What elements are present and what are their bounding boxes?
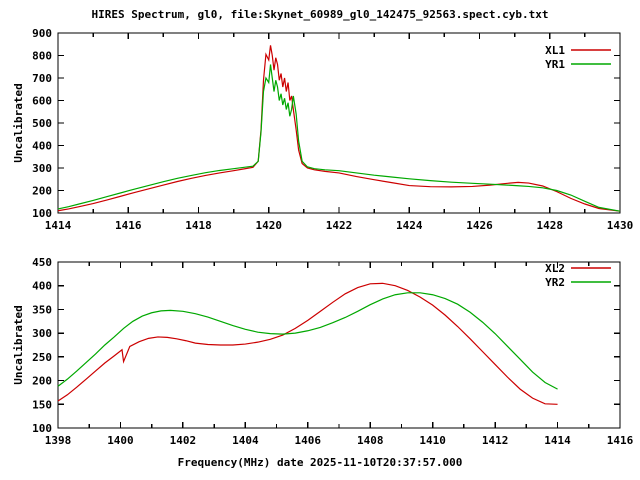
y-tick-label: 200 (32, 375, 52, 388)
y-tick-label: 400 (32, 280, 52, 293)
series-line-yr1 (57, 64, 621, 212)
x-tick-label: 1430 (607, 219, 634, 232)
plot-frame (57, 261, 621, 429)
x-tick-label: 1422 (326, 219, 353, 232)
y-axis-label: Uncalibrated (12, 83, 25, 162)
x-axis-label: Frequency(MHz) date 2025-11-10T20:37:57.… (177, 456, 463, 469)
y-tick-label: 350 (32, 303, 52, 316)
y-tick-label: 250 (32, 351, 52, 364)
x-tick-label: 1398 (45, 434, 72, 447)
y-axis-label: Uncalibrated (12, 305, 25, 384)
y-tick-label: 200 (32, 185, 52, 198)
x-tick-label: 1416 (115, 219, 142, 232)
y-tick-label: 400 (32, 140, 52, 153)
x-tick-label: 1426 (466, 219, 493, 232)
y-tick-label: 100 (32, 422, 52, 435)
legend-label-yr1: YR1 (545, 58, 565, 71)
series-line-yr2 (57, 292, 558, 390)
legend-label-xl2: XL2 (545, 262, 565, 275)
y-tick-label: 700 (32, 72, 52, 85)
legend-label-yr2: YR2 (545, 276, 565, 289)
x-tick-label: 1412 (482, 434, 509, 447)
plot-frame (57, 32, 621, 214)
x-tick-label: 1408 (357, 434, 384, 447)
x-tick-label: 1402 (170, 434, 197, 447)
series-line-xl2 (57, 282, 558, 405)
x-tick-label: 1414 (45, 219, 72, 232)
page-title: HIRES Spectrum, gl0, file:Skynet_60989_g… (91, 8, 549, 21)
x-tick-label: 1406 (295, 434, 322, 447)
y-tick-label: 900 (32, 27, 52, 40)
x-tick-label: 1410 (419, 434, 446, 447)
y-tick-label: 600 (32, 95, 52, 108)
y-tick-label: 450 (32, 256, 52, 269)
legend-label-xl1: XL1 (545, 44, 565, 57)
y-tick-label: 100 (32, 207, 52, 220)
y-tick-label: 300 (32, 327, 52, 340)
y-tick-label: 800 (32, 50, 52, 63)
series-line-xl1 (57, 45, 621, 212)
x-tick-label: 1416 (607, 434, 634, 447)
x-tick-label: 1404 (232, 434, 259, 447)
y-tick-label: 150 (32, 398, 52, 411)
x-tick-label: 1400 (107, 434, 134, 447)
x-tick-label: 1424 (396, 219, 423, 232)
x-tick-label: 1414 (544, 434, 571, 447)
x-tick-label: 1418 (185, 219, 212, 232)
y-tick-label: 500 (32, 117, 52, 130)
x-tick-label: 1428 (537, 219, 564, 232)
y-tick-label: 300 (32, 162, 52, 175)
x-tick-label: 1420 (256, 219, 283, 232)
